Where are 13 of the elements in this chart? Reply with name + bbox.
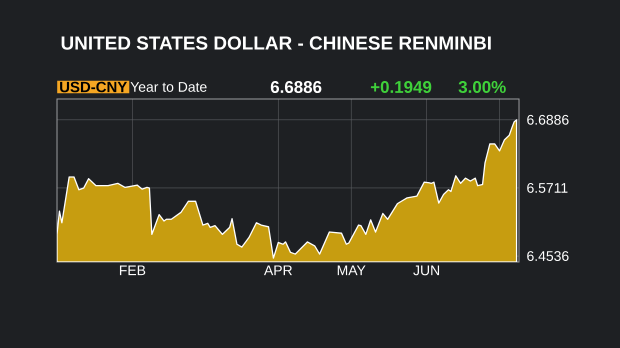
chart-title: UNITED STATES DOLLAR - CHINESE RENMINBI <box>62 36 491 50</box>
y-tick-label: 6.6886 <box>527 114 569 125</box>
x-tick-label: APR <box>264 266 292 276</box>
x-tick-label: MAY <box>338 266 366 276</box>
text: 6.6886 <box>270 81 322 93</box>
x-tick-label: JUN <box>413 266 440 276</box>
text: 3.00% <box>458 80 506 94</box>
text: +0.1949 <box>370 81 432 93</box>
text: USD-CNY <box>60 82 128 92</box>
text: Year to Date <box>130 82 207 92</box>
y-tick-label: 6.4536 <box>527 251 569 261</box>
y-tick-label: 6.5711 <box>527 182 568 193</box>
x-tick-label: FEB <box>120 266 146 276</box>
